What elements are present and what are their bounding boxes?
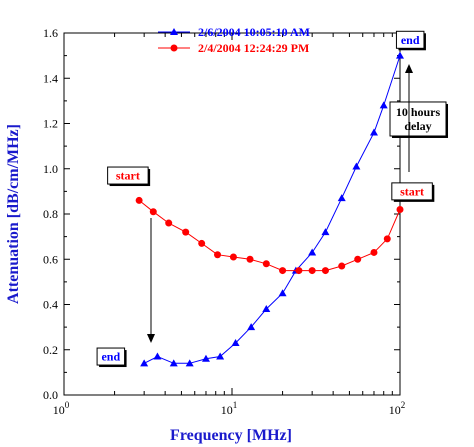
series-2-point [338, 262, 346, 270]
arrow-red-start-to-end [147, 218, 155, 343]
series-2-point [396, 205, 404, 213]
y-axis-ticks: 0.0 0.2 0.4 0.6 0.8 1.0 1.2 1.4 1.6 [43, 26, 400, 402]
y-tick-label: 1.6 [43, 26, 58, 40]
annotation-label: start [116, 169, 140, 183]
annotation-box [395, 30, 425, 49]
y-tick-label: 0.8 [43, 207, 58, 221]
series-1-point [369, 128, 378, 136]
annotation-red-start: start [107, 166, 151, 187]
series-1-point [247, 323, 256, 331]
series-1-point [185, 359, 194, 367]
series-1-point [201, 354, 210, 362]
series-2-point [383, 235, 391, 243]
annotation-label: delay [404, 119, 431, 133]
annotation-red-end: end [96, 347, 127, 368]
annotation-box [389, 101, 447, 137]
legend-swatch-marker [170, 44, 178, 52]
series-2-point [229, 253, 237, 261]
series-2-point [198, 239, 206, 247]
series-1 [140, 51, 404, 367]
y-tick-label: 1.4 [43, 71, 58, 85]
series-1-line [143, 55, 401, 364]
y-tick-label: 0.0 [43, 388, 58, 402]
y-axis-title: Attenuation [dB/cm/MHz] [5, 124, 22, 304]
series-2 [135, 196, 404, 275]
series-1-point [396, 51, 404, 59]
series-2-point [295, 267, 303, 275]
series-1-point [216, 352, 225, 360]
series-2-point [370, 248, 378, 256]
legend-swatch-marker [170, 28, 178, 35]
series-1-point [169, 359, 178, 367]
annotation-blue-start: start [391, 182, 435, 202]
arrow-head [405, 64, 413, 73]
annotation-box [391, 182, 433, 201]
plot-frame [63, 32, 401, 396]
series-1-point [140, 359, 149, 367]
x-tick-label: 101 [221, 400, 238, 417]
legend-label: 2/4/2004 12:24:29 PM [198, 41, 309, 55]
series-layer [135, 51, 404, 367]
x-tick-label: 102 [389, 400, 406, 417]
series-1-point [153, 352, 162, 360]
series-1-point [352, 162, 361, 170]
series-2-point [165, 219, 173, 227]
x-tick-label: 100 [53, 400, 70, 417]
y-tick-label: 0.4 [43, 298, 58, 312]
annotation-label: start [400, 184, 424, 198]
annotation-box [107, 166, 149, 185]
arrow-blue-start-to-end [405, 64, 413, 172]
annotation-box [96, 347, 126, 366]
y-tick-label: 1.2 [43, 117, 58, 131]
y-tick-label: 0.6 [43, 252, 58, 266]
series-2-point [279, 267, 287, 275]
arrow-head [147, 334, 155, 343]
series-1-point [337, 194, 346, 202]
series-1-point [379, 101, 388, 109]
series-2-point [246, 255, 254, 263]
series-1-point [231, 338, 240, 346]
legend-label: 2/6/2004 10:05:10 AM [198, 25, 310, 39]
series-2-point [214, 251, 222, 259]
annotation-label: end [401, 33, 420, 47]
annotation-blue-end: end [395, 30, 426, 51]
x-axis-ticks: 100 101 102 [53, 33, 406, 417]
series-2-point [182, 228, 190, 236]
series-2-point [149, 208, 157, 216]
y-tick-label: 0.2 [43, 343, 58, 357]
legend-entry-2: 2/4/2004 12:24:29 PM [158, 41, 309, 55]
series-1-point [262, 305, 271, 313]
series-2-point [135, 196, 143, 204]
series-2-point [308, 267, 316, 275]
y-tick-label: 1.0 [43, 162, 58, 176]
series-2-point [321, 267, 329, 275]
legend: 2/6/2004 10:05:10 AM 2/4/2004 12:24:29 PM [158, 25, 310, 55]
series-2-point [262, 260, 270, 268]
series-2-point [354, 255, 362, 263]
series-1-point [321, 228, 330, 236]
x-axis-title: Frequency [MHz] [170, 427, 292, 444]
annotation-label: 10 hours [396, 105, 441, 119]
plot-border [63, 32, 401, 396]
legend-entry-1: 2/6/2004 10:05:10 AM [158, 25, 310, 39]
series-1-point [308, 248, 317, 256]
annotation-label: end [101, 350, 120, 364]
series-1-point [278, 289, 287, 297]
